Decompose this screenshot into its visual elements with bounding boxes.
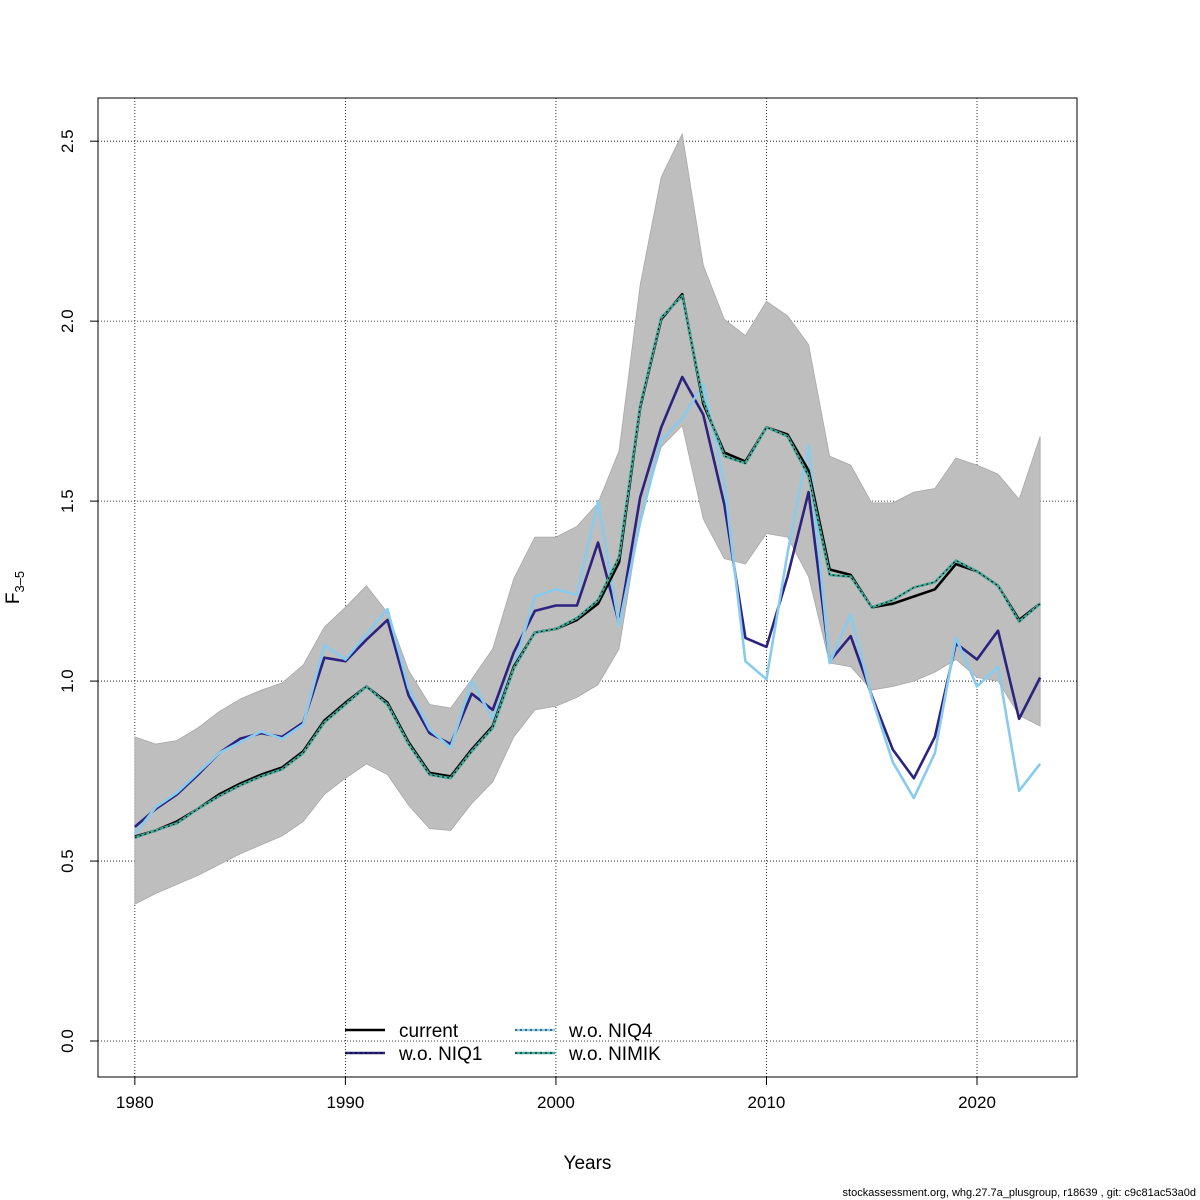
- legend-label-w-o-niq1: w.o. NIQ1: [398, 1044, 482, 1065]
- y-axis-title-main: F: [3, 593, 24, 605]
- y-axis-title-subscript: 3–5: [12, 571, 27, 593]
- y-tick-label: 1.0: [58, 669, 77, 693]
- series-line-w-o-niq4: [133, 382, 1042, 835]
- series-line-current: [134, 292, 1041, 838]
- series-line-w-o-niq1: [133, 375, 1042, 828]
- confidence-band: [134, 132, 1041, 905]
- x-tick-label: 1990: [326, 1093, 364, 1112]
- x-tick-label: 2010: [748, 1093, 786, 1112]
- x-axis-title: Years: [564, 1153, 612, 1174]
- legend-label-w-o-nimik: w.o. NIMIK: [568, 1044, 661, 1065]
- y-tick-label: 1.5: [58, 489, 77, 513]
- footer-credit: stockassessment.org, whg.27.7a_plusgroup…: [843, 1187, 1196, 1199]
- y-axis-title: F3–5: [3, 571, 27, 604]
- y-tick-label: 2.5: [58, 129, 77, 153]
- legend-label-w-o-niq4: w.o. NIQ4: [568, 1021, 653, 1042]
- x-tick-label: 2020: [958, 1093, 996, 1112]
- plot-frame: [97, 97, 1078, 1078]
- series-line-w-o-nimik: [134, 294, 1042, 839]
- x-tick-label: 2000: [537, 1093, 575, 1112]
- x-tick-label: 1980: [116, 1093, 154, 1112]
- y-tick-label: 0.5: [58, 849, 77, 873]
- y-tick-label: 0.0: [58, 1029, 77, 1053]
- legend-label-current: current: [399, 1021, 459, 1042]
- y-tick-label: 2.0: [58, 309, 77, 333]
- confidence-band-layer: [134, 132, 1041, 905]
- series-layer: [133, 292, 1042, 839]
- axes: 1980 1990 2000 2010 2020 0.0 0.5 1.0 1.5 2.0 2.5: [58, 129, 996, 1112]
